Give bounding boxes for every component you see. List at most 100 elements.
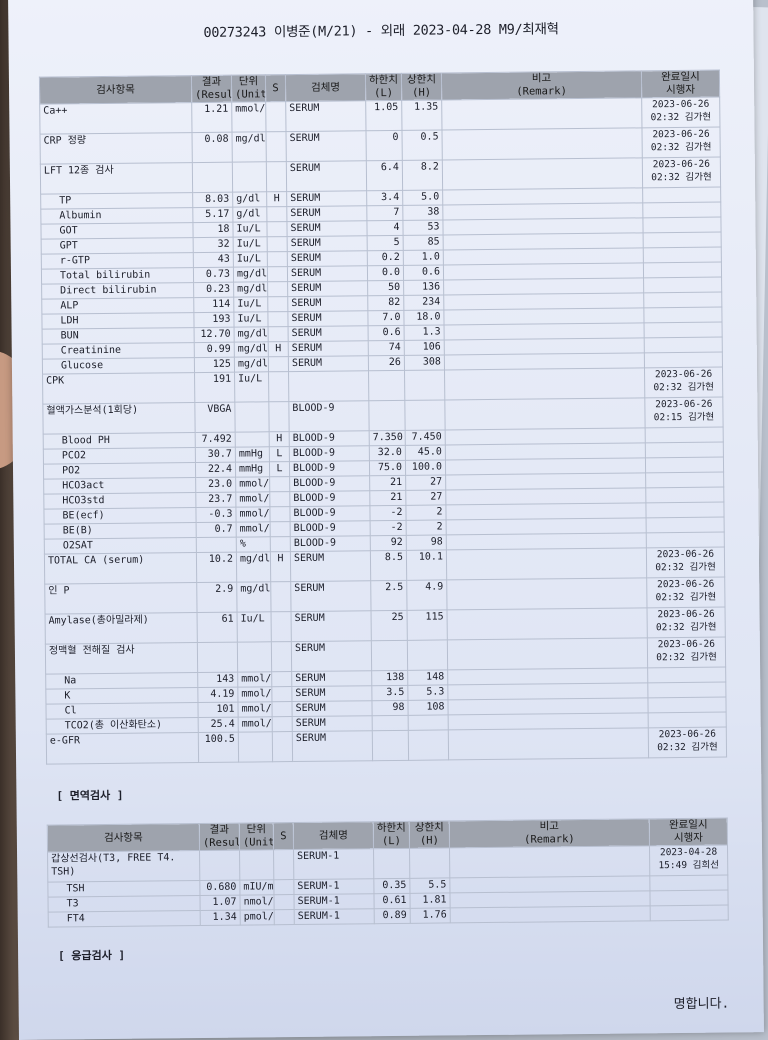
- cell-done: [647, 682, 726, 698]
- cell-high: [407, 639, 448, 671]
- cell-item: BE(ecf): [43, 507, 197, 525]
- cell-low: 6.4: [366, 160, 403, 191]
- cell-s: [267, 281, 288, 297]
- column-header-specimen: 검체명: [285, 73, 366, 102]
- cell-s: [272, 716, 293, 732]
- cell-item: 갑상선검사(T3, FREE T4. TSH): [47, 850, 200, 883]
- cell-item: CRP 정량: [40, 132, 193, 165]
- cell-item: 혈액가스분석(1회당): [42, 402, 196, 435]
- cell-s: [271, 611, 292, 642]
- cell-s: [267, 236, 288, 252]
- cell-low: [368, 370, 405, 401]
- cell-specimen: SERUM: [286, 220, 368, 237]
- cell-remark: [446, 547, 647, 580]
- cell-high: 1.0: [403, 249, 444, 266]
- cell-high: [409, 847, 450, 879]
- cell-s: [266, 161, 287, 192]
- cell-low: 92: [370, 535, 407, 551]
- cell-low: [372, 730, 409, 761]
- cell-low: 7: [366, 205, 403, 221]
- cell-specimen: BLOOD-9: [289, 460, 370, 477]
- cell-s: H: [270, 551, 291, 582]
- cell-result: 114: [193, 297, 234, 313]
- cell-unit: mmol/L: [237, 686, 272, 703]
- column-header-result: 결과 (Result): [191, 75, 232, 103]
- cell-item: Cl: [45, 702, 199, 720]
- cell-result: 10.2: [196, 552, 237, 583]
- cell-specimen: SERUM: [287, 280, 368, 297]
- cell-low: 0.35: [373, 878, 410, 894]
- cell-s: [268, 401, 290, 432]
- cell-unit: g/dl: [232, 191, 267, 208]
- cell-low: -2: [369, 505, 407, 521]
- cell-specimen: BLOOD-9: [289, 475, 370, 492]
- cell-done: 2023-04-28 15:49 김희선: [649, 845, 728, 876]
- cell-result: 32: [193, 237, 234, 253]
- cell-s: [267, 311, 289, 327]
- cell-low: 4: [366, 220, 404, 236]
- cell-specimen: BLOOD-9: [290, 520, 371, 537]
- cell-s: [265, 101, 286, 132]
- cell-high: 115: [407, 609, 448, 641]
- section-emergency: [ 응급검사 ]: [58, 948, 126, 963]
- column-header-remark: 비고 (Remark): [449, 818, 650, 848]
- cell-s: [265, 131, 287, 162]
- cell-low: 82: [367, 295, 404, 311]
- cell-done: [645, 472, 724, 488]
- cell-remark: [441, 127, 643, 160]
- cell-unit: [234, 401, 270, 433]
- cell-low: 8.5: [370, 550, 407, 581]
- cell-specimen: SERUM-1: [293, 878, 374, 895]
- cell-done: [650, 905, 729, 921]
- cell-remark: [444, 397, 646, 430]
- cell-specimen: SERUM-1: [294, 908, 375, 925]
- cell-result: 125: [194, 357, 235, 373]
- column-header-done: 완료일시 시행자: [641, 70, 720, 98]
- cell-done: 2023-06-26 02:32 김가현: [641, 127, 721, 158]
- cell-high: 18.0: [403, 309, 445, 326]
- cell-result: [192, 162, 233, 193]
- cell-high: 27: [405, 489, 446, 506]
- cell-result: 0.7: [196, 522, 237, 538]
- cell-remark: [446, 577, 648, 610]
- cell-s: [268, 326, 289, 342]
- cell-unit: g/dl: [232, 206, 267, 223]
- cell-result: 0.99: [194, 342, 235, 358]
- cell-done: 2023-06-26 02:32 김가현: [646, 547, 725, 578]
- cell-item: CPK: [42, 372, 195, 405]
- cell-s: [267, 251, 288, 267]
- cell-unit: mmol/L: [235, 506, 271, 523]
- cell-high: [404, 399, 446, 431]
- cell-item: Creatinine: [42, 342, 195, 360]
- cell-item: BE(B): [44, 522, 197, 540]
- cell-unit: mg/dl: [236, 551, 271, 583]
- cell-s: [271, 671, 292, 687]
- lab-results-table: 검사항목 결과 (Result) 단위 (Unit) S 검체명 하한치 (L) 상한치 (…: [39, 70, 727, 765]
- cell-s: H: [269, 431, 290, 447]
- cell-s: H: [266, 191, 287, 207]
- column-header-result: 결과 (Result): [199, 823, 240, 851]
- cell-result: 23.7: [195, 492, 236, 508]
- cell-result: 30.7: [195, 447, 236, 463]
- cell-result: 1.34: [200, 910, 241, 926]
- cell-specimen: SERUM: [286, 160, 367, 192]
- cell-unit: mg/dl: [232, 131, 267, 163]
- cell-high: 5.0: [402, 189, 443, 206]
- cell-low: 1.05: [365, 100, 402, 131]
- cell-result: [196, 537, 237, 553]
- cell-done: 2023-06-26 02:32 김가현: [644, 367, 723, 398]
- cell-item: Blood PH: [43, 432, 196, 450]
- cell-low: 3.5: [371, 685, 408, 701]
- cell-high: [408, 729, 449, 761]
- cell-s: [268, 371, 289, 402]
- cell-item: Amylase(총아밀라제): [45, 612, 198, 645]
- cell-remark: [444, 367, 645, 400]
- cell-item: r-GTP: [41, 252, 194, 270]
- cell-specimen: SERUM: [285, 100, 366, 132]
- cell-specimen: SERUM: [288, 340, 369, 357]
- cell-item: e-GFR: [46, 732, 199, 765]
- cell-unit: mmHg: [235, 446, 270, 463]
- cell-result: 100.5: [198, 732, 239, 763]
- cell-item: HCO3std: [43, 492, 196, 510]
- cell-s: [270, 521, 291, 537]
